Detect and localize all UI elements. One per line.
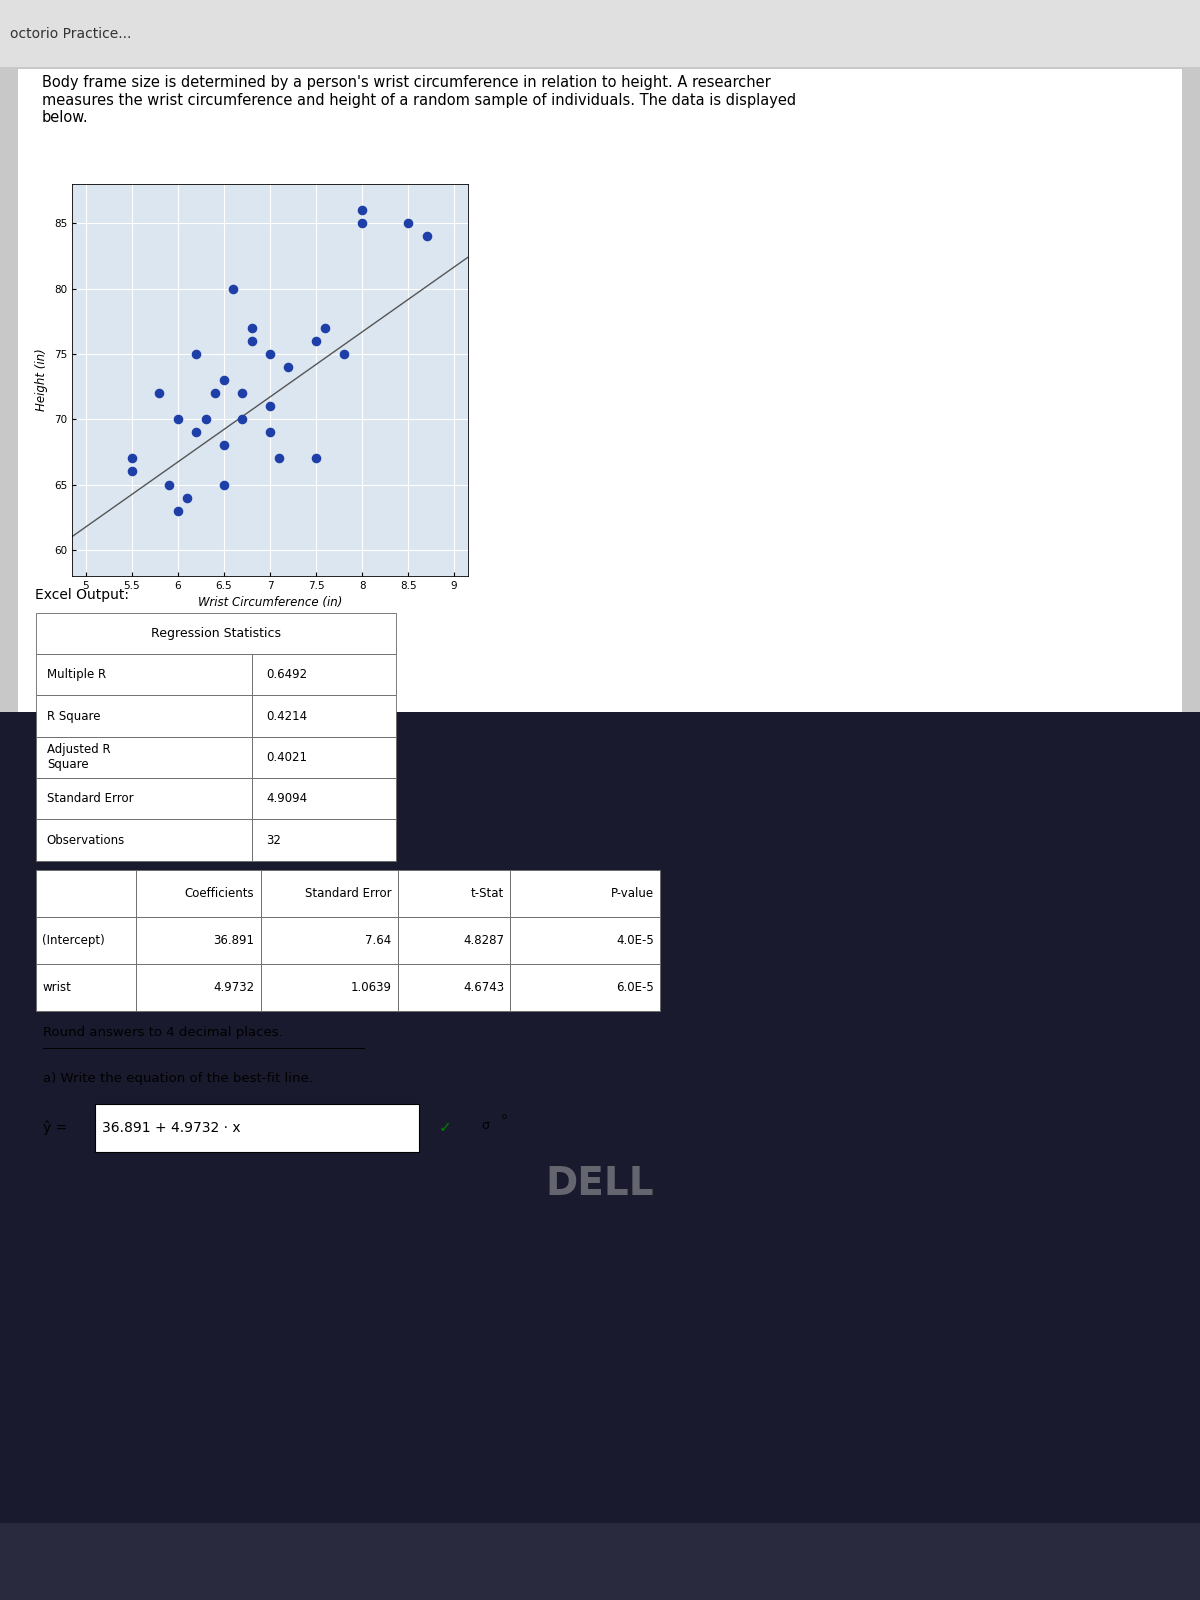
FancyBboxPatch shape <box>260 917 398 965</box>
FancyBboxPatch shape <box>36 613 396 654</box>
FancyBboxPatch shape <box>36 778 252 819</box>
Point <box>398 210 418 235</box>
Point <box>353 210 372 235</box>
FancyBboxPatch shape <box>398 965 510 1011</box>
Point <box>215 432 234 458</box>
Text: Multiple R: Multiple R <box>47 669 106 682</box>
Text: 7.64: 7.64 <box>366 934 391 947</box>
Point <box>242 328 262 354</box>
Text: 6.0E-5: 6.0E-5 <box>616 981 654 994</box>
FancyBboxPatch shape <box>510 870 660 917</box>
Text: Standard Error: Standard Error <box>305 888 391 901</box>
Point <box>215 472 234 498</box>
Text: 32: 32 <box>266 834 281 846</box>
Text: Coefficients: Coefficients <box>185 888 254 901</box>
Text: 4.9094: 4.9094 <box>266 792 307 805</box>
FancyBboxPatch shape <box>136 870 260 917</box>
FancyBboxPatch shape <box>252 819 396 861</box>
Point <box>316 315 335 341</box>
Text: o: o <box>502 1112 506 1120</box>
Point <box>215 366 234 392</box>
Text: t-Stat: t-Stat <box>470 888 504 901</box>
Text: R Square: R Square <box>47 710 101 723</box>
Point <box>178 485 197 510</box>
Text: 36.891 + 4.9732 · x: 36.891 + 4.9732 · x <box>102 1122 241 1134</box>
Text: Observations: Observations <box>47 834 125 846</box>
Text: Round answers to 4 decimal places.: Round answers to 4 decimal places. <box>43 1026 283 1038</box>
Point <box>187 419 206 445</box>
FancyBboxPatch shape <box>398 917 510 965</box>
Point <box>205 381 224 406</box>
FancyBboxPatch shape <box>136 965 260 1011</box>
Point <box>233 406 252 432</box>
Text: 4.6743: 4.6743 <box>463 981 504 994</box>
Point <box>187 341 206 366</box>
FancyBboxPatch shape <box>510 917 660 965</box>
Text: 0.4021: 0.4021 <box>266 750 307 763</box>
FancyBboxPatch shape <box>36 917 136 965</box>
FancyBboxPatch shape <box>96 1104 419 1152</box>
FancyBboxPatch shape <box>36 654 252 696</box>
Point <box>122 459 142 485</box>
Text: 4.8287: 4.8287 <box>463 934 504 947</box>
FancyBboxPatch shape <box>36 965 136 1011</box>
Point <box>242 315 262 341</box>
Text: Excel Output:: Excel Output: <box>35 589 128 602</box>
Text: 4.0E-5: 4.0E-5 <box>616 934 654 947</box>
Text: 1.0639: 1.0639 <box>350 981 391 994</box>
Text: (Intercept): (Intercept) <box>42 934 104 947</box>
Text: 4.9732: 4.9732 <box>214 981 254 994</box>
FancyBboxPatch shape <box>260 965 398 1011</box>
FancyBboxPatch shape <box>252 696 396 736</box>
Text: octorio Practice...: octorio Practice... <box>10 27 131 40</box>
Point <box>233 381 252 406</box>
Text: ŷ =: ŷ = <box>43 1120 71 1136</box>
Text: ✓: ✓ <box>439 1120 451 1136</box>
FancyBboxPatch shape <box>36 870 136 917</box>
Point <box>353 197 372 222</box>
Text: wrist: wrist <box>42 981 71 994</box>
Text: Standard Error: Standard Error <box>47 792 133 805</box>
Point <box>160 472 179 498</box>
Text: Body frame size is determined by a person's wrist circumference in relation to h: Body frame size is determined by a perso… <box>42 75 796 125</box>
FancyBboxPatch shape <box>36 819 252 861</box>
Point <box>334 341 353 366</box>
Point <box>168 498 187 523</box>
FancyBboxPatch shape <box>510 965 660 1011</box>
Text: Regression Statistics: Regression Statistics <box>151 627 281 640</box>
Point <box>306 328 325 354</box>
Text: Adjusted R
Square: Adjusted R Square <box>47 744 110 771</box>
Point <box>168 406 187 432</box>
FancyBboxPatch shape <box>36 736 252 778</box>
Y-axis label: Height (in): Height (in) <box>35 349 48 411</box>
Point <box>260 419 280 445</box>
Point <box>196 406 215 432</box>
FancyBboxPatch shape <box>252 654 396 696</box>
Text: DELL: DELL <box>546 1165 654 1203</box>
Point <box>122 446 142 472</box>
X-axis label: Wrist Circumference (in): Wrist Circumference (in) <box>198 597 342 610</box>
FancyBboxPatch shape <box>36 696 252 736</box>
Text: P-value: P-value <box>611 888 654 901</box>
Point <box>260 394 280 419</box>
Point <box>150 381 169 406</box>
FancyBboxPatch shape <box>398 870 510 917</box>
Text: 0.6492: 0.6492 <box>266 669 307 682</box>
Text: σ: σ <box>481 1118 490 1131</box>
Point <box>306 446 325 472</box>
Point <box>278 354 298 379</box>
FancyBboxPatch shape <box>136 917 260 965</box>
Text: a) Write the equation of the best-fit line.: a) Write the equation of the best-fit li… <box>43 1072 313 1085</box>
FancyBboxPatch shape <box>252 778 396 819</box>
FancyBboxPatch shape <box>260 870 398 917</box>
Point <box>260 341 280 366</box>
Point <box>223 275 242 301</box>
FancyBboxPatch shape <box>252 736 396 778</box>
Text: 0.4214: 0.4214 <box>266 710 307 723</box>
Point <box>270 446 289 472</box>
Text: 36.891: 36.891 <box>214 934 254 947</box>
Point <box>416 224 436 250</box>
